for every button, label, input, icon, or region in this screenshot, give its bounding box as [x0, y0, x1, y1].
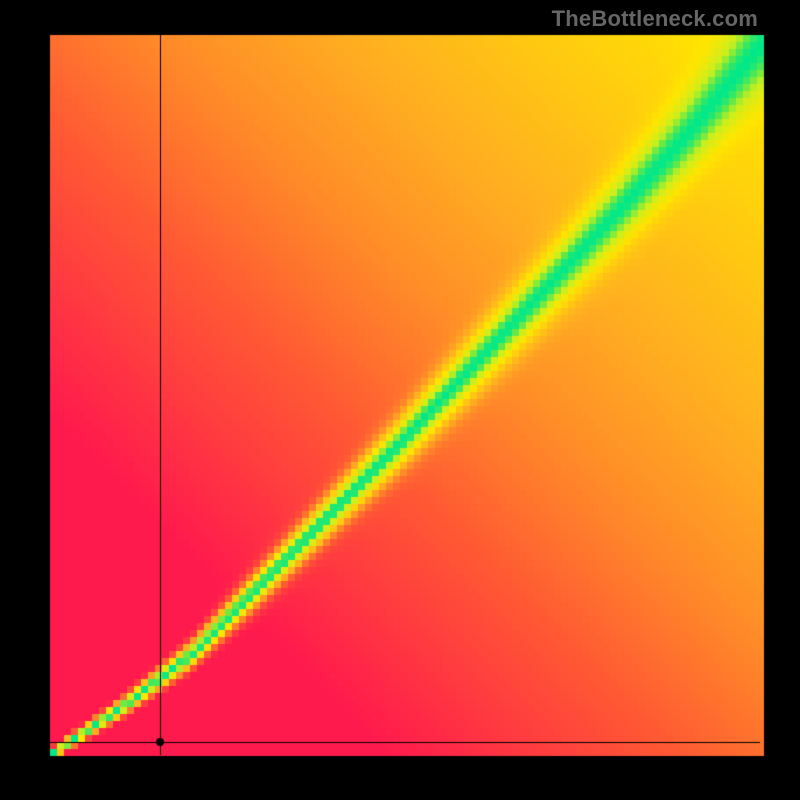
heatmap-canvas: [0, 0, 800, 800]
chart-container: { "watermark": { "text": "TheBottleneck.…: [0, 0, 800, 800]
watermark-text: TheBottleneck.com: [552, 6, 758, 32]
